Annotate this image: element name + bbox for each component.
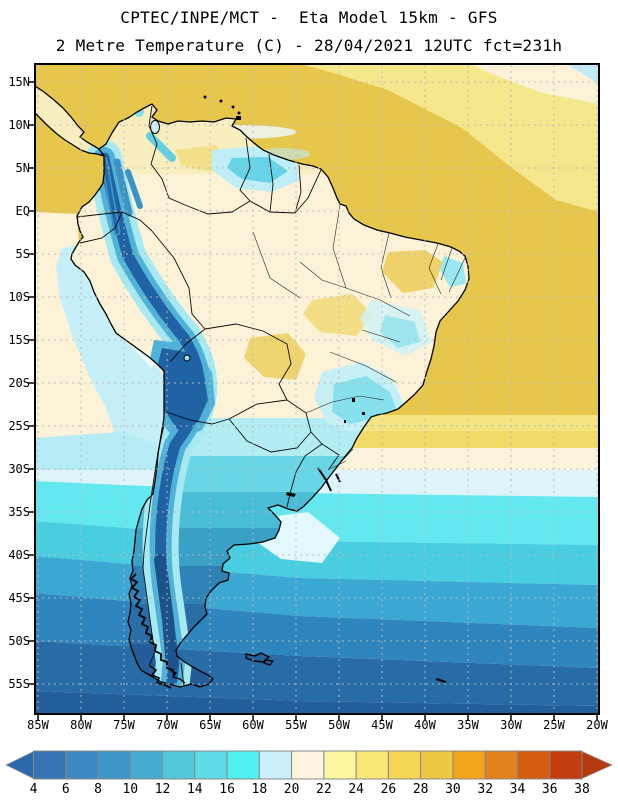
lat-label: EQ [15,204,30,218]
lon-label: 65W [199,718,221,732]
lat-label: 20S [8,376,30,390]
fjord-coast [129,573,186,689]
lat-label: 10N [8,118,30,132]
lat-label: 15S [8,333,30,347]
lat-label: 45S [8,591,30,605]
lon-label: 75W [113,718,135,732]
colorbar-tick-label: 4 [29,782,38,797]
colorbar-segment [97,750,131,780]
colorbar-tick-label: 24 [348,782,364,797]
colorbar-segment [452,750,486,780]
colorbar-segment [129,750,164,780]
colorbar-tick-label: 18 [251,782,268,797]
colorbar-left-arrow [5,750,34,780]
lat-label: 15N [8,75,30,89]
lon-label: 20W [586,718,608,732]
colorbar-tick-label: 10 [122,782,139,797]
colorbar-segment [323,750,357,780]
lon-label: 35W [457,718,479,732]
lon-label: 70W [156,718,178,732]
colorbar-tick-label: 12 [154,782,171,797]
coastline [35,85,470,688]
colorbar-segment [355,750,389,780]
andes-cold-band [86,132,218,687]
page-title: CPTEC/INPE/MCT - Eta Model 15km - GFS [120,8,498,27]
colorbar-tick-label: 28 [412,782,429,797]
colorbar-tick-label: 16 [219,782,235,797]
lon-label: 60W [242,718,264,732]
lakes [150,120,341,497]
colorbar-segment [549,750,583,780]
colorbar-tick-label: 38 [574,782,590,797]
lat-label: 10S [8,290,30,304]
lon-label: 55W [285,718,307,732]
colorbar-segment [162,750,196,780]
lon-label: 25W [543,718,565,732]
lat-label: 5S [15,247,30,261]
gridlines [36,65,598,713]
islands [203,95,447,683]
colorbar-segments [33,750,583,780]
lat-label: 30S [8,462,30,476]
colorbar-tick-label: 8 [94,782,102,797]
colorbar-segment [33,750,67,780]
map-frame [34,63,600,715]
colorbar-tick-label: 34 [509,782,526,797]
lon-label: 80W [70,718,92,732]
colorbar-segment [484,750,518,780]
colorbar-tick-label: 30 [445,782,461,797]
lat-label: 5N [15,161,30,175]
colorbar-outline [33,750,583,780]
colorbar-tick-label: 14 [186,782,203,797]
lon-label: 85W [27,718,49,732]
colorbar-segment [194,750,228,780]
colorbar-segment [226,750,260,780]
colorbar-tick-label: 32 [477,782,494,797]
lon-label: 30W [500,718,522,732]
colorbar-segment [258,750,293,780]
colorbar-segment [420,750,454,780]
lon-label: 50W [328,718,350,732]
colorbar-segment [291,750,325,780]
lat-label: 35S [8,505,30,519]
colorbar-tick-label: 6 [61,782,70,797]
lat-label: 40S [8,548,30,562]
colorbar-tick-label: 22 [316,782,332,797]
lon-label: 45W [371,718,393,732]
page-subtitle: 2 Metre Temperature (C) - 28/04/2021 12U… [55,36,563,55]
lat-label: 25S [8,419,30,433]
colorbar-segment [387,750,422,780]
country-borders [76,105,340,687]
colorbar-tick-label: 36 [541,782,558,797]
colorbar [5,750,613,780]
cool-patches [134,107,466,432]
colorbar-tick-label: 26 [380,782,397,797]
state-borders [252,204,466,471]
lon-label: 40W [414,718,436,732]
colorbar-segment [516,750,551,780]
axis-ticks [28,81,598,720]
colorbar-tick-label: 20 [283,782,300,797]
lat-label: 50S [8,634,30,648]
lat-label: 55S [8,677,30,691]
colorbar-segment [65,750,99,780]
colorbar-right-arrow [581,750,613,780]
